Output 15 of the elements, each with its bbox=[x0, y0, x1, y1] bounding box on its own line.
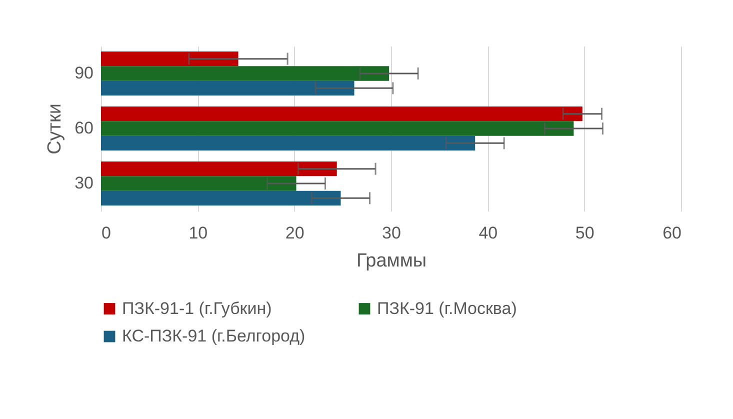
legend-label: ПЗК-91 (г.Москва) bbox=[377, 298, 517, 318]
y-tick-label: 30 bbox=[74, 174, 94, 192]
legend-label: ПЗК-91-1 (г.Губкин) bbox=[122, 298, 272, 318]
x-tick-label: 20 bbox=[285, 224, 304, 242]
x-tick-label: 30 bbox=[382, 224, 401, 242]
y-axis-title: Сутки bbox=[44, 104, 66, 154]
x-tick-label: 0 bbox=[102, 224, 111, 242]
legend-label: КС-ПЗК-91 (г.Белгород) bbox=[122, 326, 306, 346]
x-tick-label: 40 bbox=[478, 224, 498, 242]
y-tick-label: 90 bbox=[74, 64, 94, 82]
x-tick-label: 10 bbox=[188, 224, 208, 242]
x-tick-label: 60 bbox=[662, 224, 682, 242]
x-axis-title: Граммы bbox=[356, 250, 427, 272]
x-tick-label: 50 bbox=[575, 224, 594, 242]
y-tick-label: 60 bbox=[74, 118, 94, 138]
